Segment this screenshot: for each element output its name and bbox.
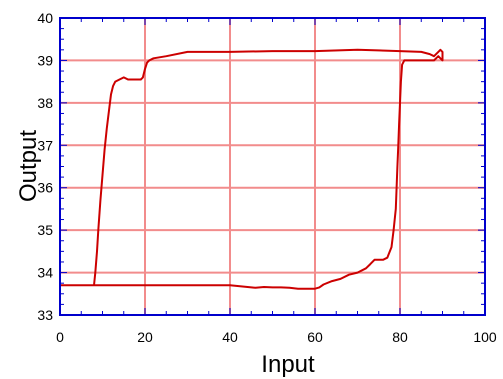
y-tick-labels: 33 34 35 36 37 38 39 40 — [37, 10, 53, 323]
y-tick-label: 37 — [37, 137, 53, 153]
x-tick-label: 80 — [392, 329, 408, 345]
x-tick-label: 0 — [56, 329, 64, 345]
x-tick-labels: 0 20 40 60 80 100 — [56, 329, 497, 345]
x-tick-label: 40 — [222, 329, 238, 345]
series-line — [60, 48, 444, 290]
x-tick-label: 20 — [137, 329, 153, 345]
plot-frame — [59, 17, 486, 316]
grid-lines — [60, 18, 485, 315]
y-tick-label: 36 — [37, 180, 53, 196]
x-axis-title: Input — [261, 351, 315, 378]
axis-ticks — [59, 17, 486, 316]
y-tick-label: 40 — [37, 10, 53, 26]
y-tick-label: 34 — [37, 265, 53, 281]
x-tick-label: 100 — [473, 329, 497, 345]
y-tick-label: 35 — [37, 222, 53, 238]
x-tick-label: 60 — [307, 329, 323, 345]
y-tick-label: 33 — [37, 307, 53, 323]
y-tick-label: 39 — [37, 52, 53, 68]
series-group — [60, 48, 444, 290]
y-tick-label: 38 — [37, 95, 53, 111]
y-axis-title: Output — [15, 130, 42, 202]
